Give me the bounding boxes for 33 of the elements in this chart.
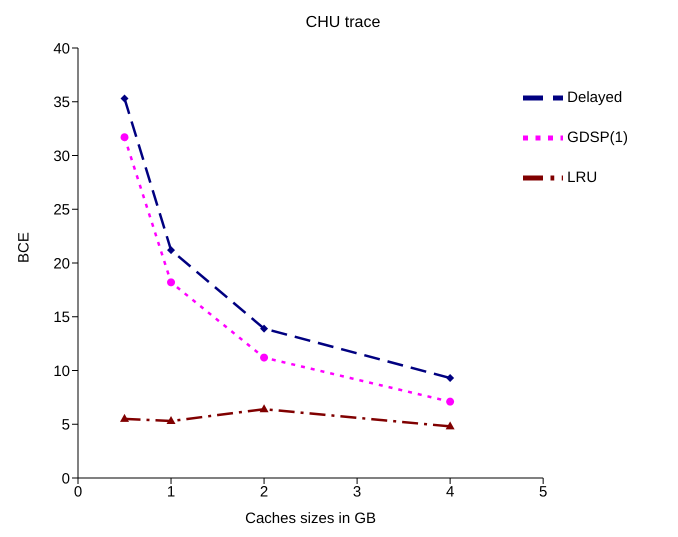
y-tick-label: 35	[53, 94, 70, 112]
legend-label: LRU	[567, 168, 598, 186]
point	[167, 278, 176, 286]
y-tick-label: 40	[53, 40, 70, 58]
chart-title: CHU trace	[304, 13, 382, 33]
point	[260, 404, 269, 412]
x-tick-label: 3	[352, 484, 362, 501]
y-tick-label: 15	[53, 309, 70, 326]
x-tick-label: 1	[166, 484, 176, 501]
y-tick-label: 30	[53, 148, 70, 165]
point	[446, 421, 455, 430]
x-tick-label: 4	[446, 484, 454, 501]
y-tick-label: 5	[62, 416, 70, 434]
legend-label: Delayed	[567, 88, 622, 106]
x-tick-label: 0	[74, 484, 82, 501]
x-tick-label: 5	[538, 484, 548, 501]
y-tick-label: 0	[62, 470, 70, 488]
x-tick-label: 2	[260, 484, 268, 501]
y-axis-title: BCE	[15, 232, 32, 263]
legend-label: GDSP(1)	[567, 128, 628, 146]
point	[260, 354, 268, 362]
point	[446, 374, 454, 382]
y-tick-label: 10	[53, 362, 70, 380]
point	[260, 324, 268, 333]
point	[446, 398, 454, 406]
point	[120, 133, 129, 142]
point	[120, 94, 129, 103]
y-tick-label: 25	[53, 202, 70, 219]
x-axis-title: Caches sizes in GB	[245, 510, 376, 527]
point	[120, 414, 130, 422]
point	[166, 416, 176, 424]
y-tick-label: 20	[53, 255, 70, 272]
point	[167, 246, 176, 254]
